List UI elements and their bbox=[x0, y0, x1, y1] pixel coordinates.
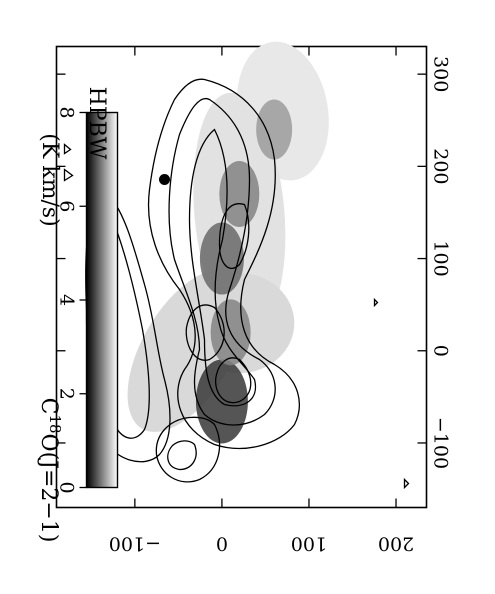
colorbar-tick-label: 4 bbox=[56, 294, 78, 306]
colorbar bbox=[85, 111, 119, 489]
x-tick-label: 100 bbox=[430, 240, 452, 276]
colorbar-tick-label: 6 bbox=[56, 200, 78, 212]
title-superscript: 18 bbox=[46, 414, 64, 433]
y-axis-ticks bbox=[134, 46, 397, 508]
chart-title: C18O(J=2−1) bbox=[36, 398, 64, 543]
beam-marker bbox=[159, 174, 170, 185]
intensity-map bbox=[127, 41, 329, 444]
x-tick-label: −100 bbox=[430, 417, 452, 469]
title-rest: O(J=2−1) bbox=[36, 434, 61, 543]
colorbar-tick-label: 0 bbox=[56, 481, 78, 493]
y-tick-label: −100 bbox=[109, 533, 161, 555]
x-axis-ticks bbox=[56, 73, 427, 444]
y-tick-label: 200 bbox=[378, 533, 414, 555]
intensity-peak bbox=[256, 99, 293, 160]
colorbar-ticks bbox=[79, 111, 87, 489]
colorbar-tick-label: 8 bbox=[56, 106, 78, 118]
x-tick-labels: 300 200 100 0 −100 bbox=[430, 56, 452, 469]
colorbar-tick-labels: 8 6 4 2 0 bbox=[56, 106, 78, 493]
y-tick-labels: 200 100 0 −100 bbox=[109, 533, 414, 555]
y-tick-label: 100 bbox=[291, 533, 327, 555]
x-tick-label: 0 bbox=[430, 345, 452, 357]
colorbar-label: (K km/s) bbox=[37, 133, 62, 227]
colorbar-tick-label: 2 bbox=[56, 388, 78, 400]
beam-label: HPBW bbox=[84, 87, 109, 160]
y-tick-label: 0 bbox=[216, 533, 228, 555]
x-tick-label: 200 bbox=[430, 148, 452, 184]
title-main: C bbox=[36, 398, 61, 415]
x-tick-label: 300 bbox=[430, 56, 452, 92]
